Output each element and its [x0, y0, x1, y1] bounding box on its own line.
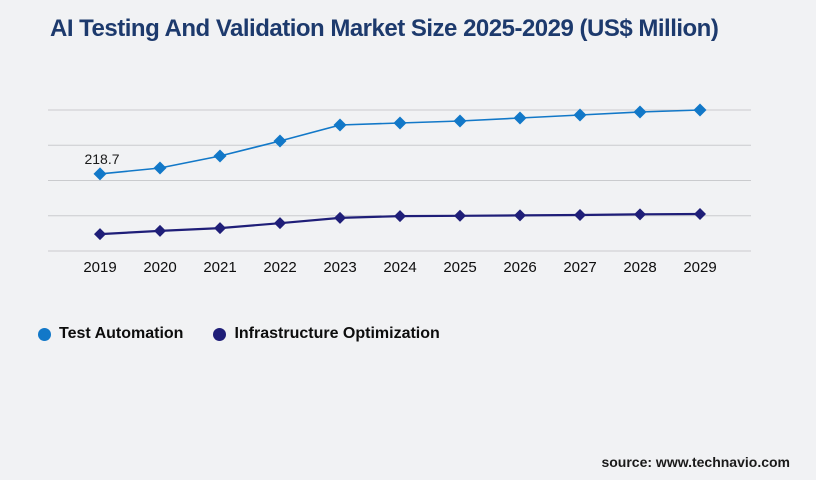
data-point-marker-infrastructure-optimization [154, 224, 166, 237]
x-axis-label: 2029 [683, 259, 716, 276]
chart-legend: Test Automation Infrastructure Optimizat… [38, 325, 440, 343]
data-point-marker-infrastructure-optimization [454, 209, 466, 222]
data-point-marker-infrastructure-optimization [274, 217, 286, 230]
legend-label-test-automation: Test Automation [59, 325, 184, 342]
data-point-marker-test-automation [693, 103, 707, 117]
data-point-marker-infrastructure-optimization [634, 208, 646, 221]
data-point-marker-test-automation [573, 108, 587, 122]
legend-item-infrastructure-optimization: Infrastructure Optimization [213, 325, 440, 343]
data-point-marker-infrastructure-optimization [574, 209, 586, 222]
x-axis-label: 2027 [563, 259, 596, 276]
data-point-marker-infrastructure-optimization [94, 228, 106, 241]
legend-label-infrastructure-optimization: Infrastructure Optimization [234, 325, 440, 342]
data-point-marker-test-automation [513, 111, 527, 125]
x-axis-label: 2026 [503, 259, 536, 276]
data-point-marker-test-automation [213, 149, 227, 163]
legend-marker-circle-test-automation [38, 327, 51, 341]
data-point-marker-test-automation [273, 134, 287, 148]
chart-title: AI Testing And Validation Market Size 20… [50, 15, 719, 42]
x-axis-label: 2022 [263, 259, 296, 276]
data-point-value-label: 218.7 [84, 151, 119, 167]
data-point-marker-test-automation [93, 167, 107, 181]
x-axis-label: 2028 [623, 259, 656, 276]
data-point-marker-test-automation [453, 114, 467, 128]
data-point-marker-infrastructure-optimization [514, 209, 526, 222]
data-point-marker-test-automation [393, 116, 407, 130]
x-axis-label: 2025 [443, 259, 476, 276]
data-point-marker-test-automation [153, 161, 167, 175]
legend-marker-circle-infrastructure-optimization [213, 327, 227, 341]
x-axis-label: 2019 [83, 259, 116, 276]
data-point-marker-infrastructure-optimization [394, 210, 406, 223]
x-axis-label: 2024 [383, 259, 416, 276]
source-attribution: source: www.technavio.com [601, 454, 790, 470]
data-point-marker-test-automation [333, 118, 347, 132]
data-point-marker-infrastructure-optimization [694, 207, 706, 220]
data-point-marker-test-automation [633, 105, 647, 119]
x-axis-label: 2020 [143, 259, 176, 276]
legend-item-test-automation: Test Automation [38, 325, 183, 343]
x-axis-label: 2021 [203, 259, 236, 276]
data-point-marker-infrastructure-optimization [334, 211, 346, 224]
data-point-marker-infrastructure-optimization [214, 222, 226, 235]
x-axis-label: 2023 [323, 259, 356, 276]
line-chart-plot-area: 218.7 2019 2020 2021 2022 2023 2024 2025 2026 202… [48, 103, 751, 276]
